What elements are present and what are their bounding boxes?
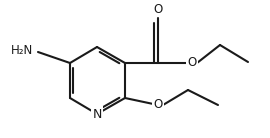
Text: O: O xyxy=(153,99,163,112)
Text: N: N xyxy=(92,108,102,120)
Text: O: O xyxy=(187,56,197,70)
Text: O: O xyxy=(153,3,163,16)
Text: H₂N: H₂N xyxy=(11,43,33,56)
